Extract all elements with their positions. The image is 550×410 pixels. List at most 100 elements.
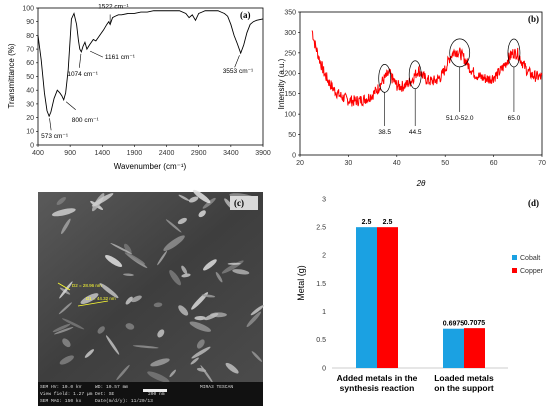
bar-ytick-label: 3 [322, 196, 326, 203]
sem-flake [215, 271, 223, 283]
sem-flake [99, 283, 119, 299]
ftir-annotation-arrow [234, 55, 240, 68]
sem-flake [124, 252, 146, 265]
sem-info-text: MIRA3 TESCAN [200, 384, 233, 390]
sem-flake [232, 269, 250, 275]
xrd-xtick-label: 20 [296, 160, 304, 167]
ftir-xtick-label: 1400 [94, 150, 110, 157]
sem-flake [124, 243, 132, 254]
xrd-xlabel: 2θ [416, 179, 426, 188]
ftir-chart: 0 10 20 30 40 50 60 70 80 90 100 400 900 1400 1900 240… [7, 3, 271, 171]
sem-flake [157, 329, 165, 338]
ftir-ylabel: Transmittance (%) [7, 43, 16, 108]
xrd-ytick-label: 100 [284, 112, 296, 119]
xrd-xtick-label: 60 [490, 160, 498, 167]
sem-flake [105, 335, 120, 355]
sem-flake [204, 313, 219, 321]
ftir-ytick-label: 40 [26, 88, 34, 95]
xrd-xtick-label: 40 [393, 160, 401, 167]
sem-flake [56, 197, 66, 205]
ftir-xtick-label: 2400 [159, 150, 175, 157]
xrd-xtick-label: 30 [345, 160, 353, 167]
bar-ylabel: Metal (g) [296, 265, 306, 301]
bar-value-label: 2.5 [383, 219, 393, 226]
ftir-ytick-label: 30 [26, 101, 34, 108]
sem-flake [251, 351, 263, 362]
bar-copper [377, 227, 398, 368]
sem-flake [157, 250, 168, 266]
ftir-annotation-label: 3553 cm⁻¹ [223, 68, 254, 75]
bar-category-label: synthesis reaction [340, 383, 415, 393]
sem-flake [62, 338, 71, 348]
sem-flake [194, 315, 206, 321]
sem-flakes [51, 189, 264, 383]
sem-info-text: SEM MAG: 150 kx [40, 398, 82, 404]
ftir-annotation-arrow [79, 53, 82, 68]
sem-flake [169, 369, 176, 378]
sem-flake [169, 270, 181, 286]
bar-category-label: on the support [434, 383, 494, 393]
sem-flake [147, 371, 170, 383]
sem-flake [181, 273, 191, 278]
xrd-ytick-label: 0 [292, 152, 296, 159]
panel-label-c: (c) [234, 198, 244, 208]
bar-copper [464, 328, 485, 368]
ftir-annotation-arrow [65, 101, 76, 111]
sem-info-text: Det: SE [95, 391, 115, 397]
panel-label-c-box [230, 196, 258, 210]
sem-flake [51, 208, 76, 217]
legend-swatch-copper [512, 268, 517, 273]
ftir-xtick-label: 2900 [191, 150, 207, 157]
ftir-annotation-arrow [89, 50, 104, 58]
sem-flake [190, 357, 199, 365]
sem-flake [177, 217, 187, 225]
ftir-ytick-label: 10 [26, 129, 34, 136]
xrd-ytick-label: 150 [284, 91, 296, 98]
sem-flake [191, 292, 209, 310]
sem-flake [200, 365, 213, 383]
ftir-ytick-label: 100 [22, 5, 34, 12]
bar-ytick-label: 0.5 [316, 337, 326, 344]
ftir-series-line [37, 10, 264, 118]
metal-bar-chart: 0 0.5 1 1.5 2 2.5 3 2.5 0.6975 2.5 0.7075 Added m… [296, 196, 544, 393]
bar-category-label: Added metals in the [337, 373, 418, 383]
sem-flake [80, 293, 99, 305]
xrd-ytick-label: 50 [288, 132, 296, 139]
ftir-xtick-label: 1900 [127, 150, 143, 157]
measure-label-2: D1 = 44.32 nm [86, 296, 116, 301]
sem-flake [198, 210, 206, 218]
ftir-xlabel: Wavenumber (cm⁻¹) [114, 162, 187, 171]
bar-ytick-label: 1 [322, 309, 326, 316]
sem-flake [150, 358, 170, 367]
sem-flake [201, 294, 216, 298]
ftir-ytick-label: 50 [26, 74, 34, 81]
ftir-ytick-label: 80 [26, 33, 34, 40]
sem-flake [191, 346, 211, 359]
sem-flake [131, 295, 142, 303]
panel-label-a: (a) [240, 10, 251, 20]
xrd-peak-label: 38.5 [378, 129, 391, 136]
sem-flake [54, 327, 74, 335]
ftir-ytick-label: 90 [26, 19, 34, 26]
ftir-ytick-label: 0 [30, 142, 34, 149]
xrd-xtick-label: 70 [538, 160, 546, 167]
ftir-xtick-label: 3900 [255, 150, 271, 157]
bar-value-label: 2.5 [362, 219, 372, 226]
xrd-peak-label: 65.0 [508, 115, 521, 122]
sem-flake [165, 219, 182, 233]
sem-flake [196, 339, 205, 349]
panel-label-b: (b) [528, 14, 539, 24]
sem-flake [181, 265, 188, 275]
ftir-annotation-label: 1522 cm⁻¹ [98, 3, 129, 10]
sem-flake [61, 318, 85, 330]
sem-info-text: SEM HV: 10.0 kV [40, 384, 82, 390]
bar-value-label: 0.6975 [443, 321, 465, 328]
sem-flake [123, 273, 134, 276]
bar-ytick-label: 1.5 [316, 281, 326, 288]
ftir-annotation-label: 1161 cm⁻¹ [105, 54, 136, 61]
sem-micrograph [38, 192, 263, 382]
bar-cobalt [443, 328, 464, 368]
sem-flake [105, 255, 123, 267]
bar-ytick-label: 0 [322, 365, 326, 372]
